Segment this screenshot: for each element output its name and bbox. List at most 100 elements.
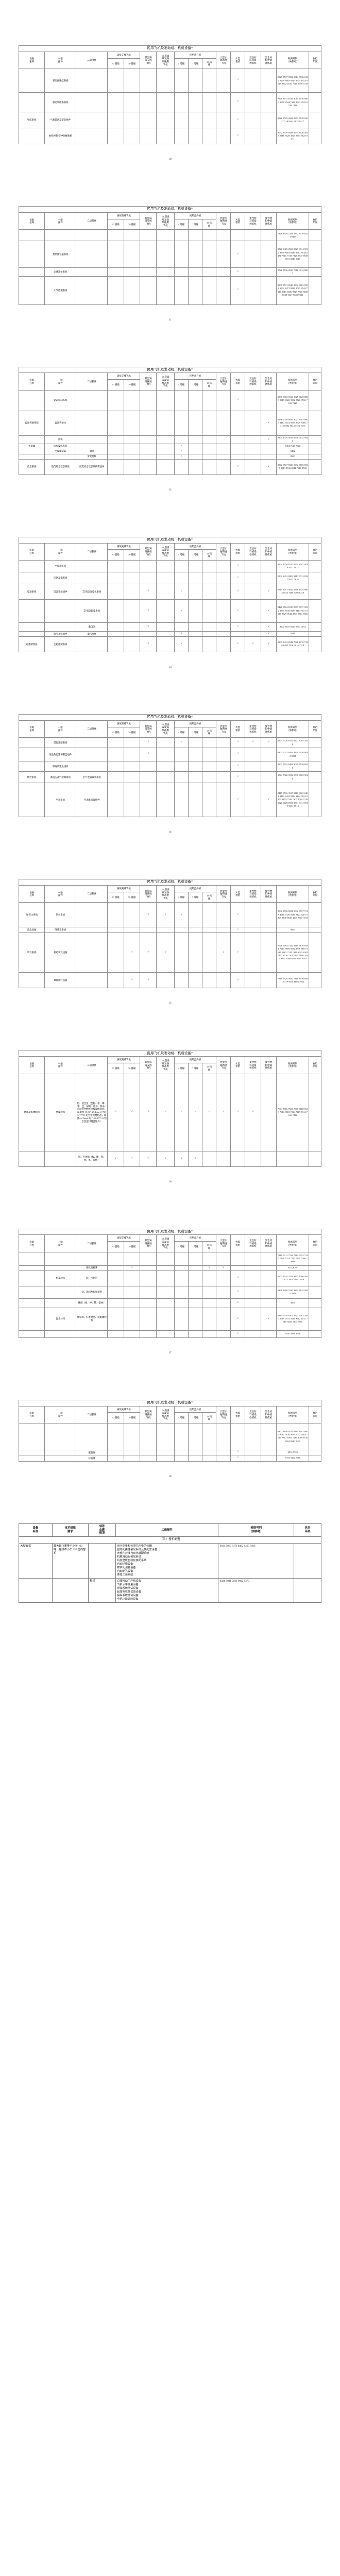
mark-cell: √ [230,932,246,973]
cell-execution-years [309,229,321,242]
mark-cell [202,902,217,928]
cell-tariff-codes: 8526 8536 8529 7616 9014 8803 [276,267,310,277]
mark-cell [245,932,261,973]
cell-equipment-name [18,1270,45,1286]
th-70-seat: 70 座级 [123,218,141,230]
th-new-turbofan-regional: 新型涡 扇支线 飞机 [140,51,157,70]
mark-cell [202,1422,217,1450]
mark-cell [123,112,141,129]
mark-cell [202,128,217,145]
cell-build-status: 整机 [88,1578,116,1603]
th-70-seat: 70 座级 [123,1241,141,1252]
mark-cell [140,771,157,784]
cell-primary-part: 姿态航向系统 [44,389,77,411]
cell-execution-years [309,241,321,268]
cell-primary-part: 大气数据系统 [44,276,77,305]
cell-primary-part: 防火系统 [44,902,77,928]
mark-cell [230,1251,246,1266]
mark-cell [107,1285,124,1299]
mark-cell [107,1422,124,1450]
table-header: 民用飞机及发动机、机载设备* 设备 名称 一级 部件 二级部件 涡桨支线飞机 新型涡… [18,366,321,391]
mark-cell: √ [174,737,189,749]
mark-cell [107,972,124,989]
mark-cell [245,771,261,784]
th-secondary-part: 二级部件 [115,1523,219,1537]
mark-cell [156,599,175,623]
mark-cell [260,1454,277,1462]
th-large-passenger: 大型 客机 [230,372,246,391]
final-header-row: 设备 名称 技术规格 要求 领导 业建 情况 二级部件 税则号列 （供参考） 执行 年限 [19,1523,321,1537]
mark-cell [188,112,203,129]
cell-tariff-codes: 8501 8536 8537 8504 8507 9030 8511 9032 [276,560,310,572]
th-large-passenger: 大型 客机 [230,1405,246,1423]
page-number: 16 [168,1180,172,1183]
mark-cell [188,622,203,632]
mark-cell [260,1298,277,1308]
mark-cell: √ [140,599,157,623]
cell-secondary-part [76,1422,108,1450]
mark-cell: √ [123,932,141,973]
mark-cell [188,902,203,928]
mark-cell [216,453,231,460]
mark-cell [245,761,261,772]
mark-cell [230,1422,246,1450]
th-large-passenger: 大型 客机 [230,543,246,561]
cell-execution-years [309,128,321,145]
cell-tariff-codes: 7326 8538 7318 8302 8519 8523 9405 [276,229,310,242]
mark-cell [140,1270,157,1286]
mark-cell [188,927,203,933]
mark-cell [202,112,217,129]
header-row-1: 设备 名称 一级 部件 二级部件 涡桨支线飞机 新型涡 扇支线 飞机 19 座级 双发涡桨… [18,720,321,738]
mark-cell [188,1454,203,1462]
cell-primary-part [44,1449,77,1455]
mark-cell [156,410,175,436]
cell-primary-part [44,1285,77,1299]
th-70-seat: 70 座级 [123,1412,141,1423]
th-19-seat-twin-turboprop: 19 座级 双发涡 桨通用 飞机 [156,720,175,738]
th-19-seat-twin-turboprop: 19 座级 双发涡 桨通用 飞机 [156,543,175,561]
document-page: 民用飞机及发动机、机载设备* 设备 名称 一级 部件 二级部件 涡桨支线飞机 新型涡… [0,321,340,492]
mark-cell [260,1422,277,1450]
mark-cell: √ [156,1073,175,1151]
th-primary-part: 一级 部件 [44,885,77,903]
caption-row: 民用飞机及发动机、机载设备* [19,45,321,52]
mark-cell: √ [230,69,246,93]
th-execution-years: 执行 年限 [309,372,321,391]
mark-cell [107,435,124,444]
th-large-passenger: 大型 客机 [230,1234,246,1252]
mark-cell [174,748,189,762]
cell-tariff-codes: 8507 8519 8523 8504 9032 [276,622,310,632]
th-composite-primary-trainer: 复合材 料初级 教练机 [245,720,261,738]
cell-execution-years [309,453,321,460]
mark-cell [245,1150,261,1167]
mark-cell [245,448,261,454]
document-page: 民用飞机及发动机、机载设备* 设备 名称 一级 部件 二级部件 涡桨支线飞机 新型涡… [0,161,340,321]
mark-cell: √ [202,1265,217,1271]
mark-cell: √ [260,622,277,632]
cell-primary-part [44,1330,77,1338]
cell-secondary-part: 交/直流配电系统 [76,599,108,623]
mark-cell: √ [230,560,246,572]
cell-execution-years [309,783,321,818]
table-row: 前起落架系统 √ √ √ √ √ 8803 7320 8412 8427 8205 39… [18,737,321,749]
mark-cell [140,448,157,454]
cell-execution-years [309,267,321,277]
cell-secondary-part [76,389,108,411]
mark-cell [260,241,277,268]
caption-row: 民用飞机及发动机、机载设备* [19,366,321,374]
cell-primary-part: 舵机 [44,435,77,444]
th-4-ton: 4 吨级 [174,1241,189,1252]
mark-cell [188,636,203,652]
cell-primary-part: 自动驾驶仪 [44,410,77,436]
th-group-helicopter: 民用直升机 [174,372,217,380]
cell-primary-part: 主起落架系统 [44,636,77,652]
mark-cell [202,599,217,623]
equipment-tariff-table: 民用飞机及发动机、机载设备* 设备 名称 一级 部件 二级部件 涡桨支线飞机 新型涡… [18,1050,321,1167]
cell-primary-part: 全球定位系统 [44,267,77,277]
mark-cell [216,902,231,928]
mark-cell [188,1265,203,1271]
cell-primary-part [44,1150,77,1167]
th-group-turboprop: 涡桨支线飞机 [107,720,141,727]
mark-cell [140,229,157,242]
mark-cell [216,927,231,933]
